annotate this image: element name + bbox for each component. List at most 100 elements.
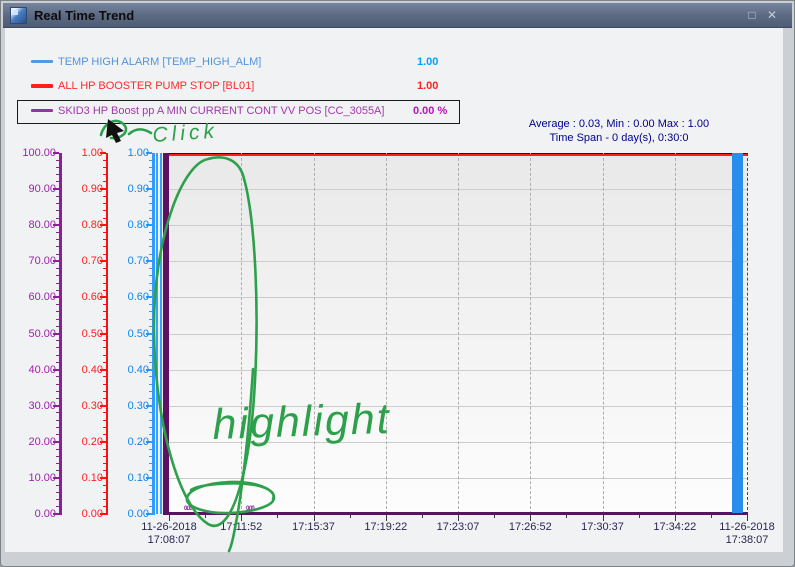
y-axis-minortick-purple — [56, 231, 59, 233]
y-axis-label-purple: 100.00 — [22, 147, 56, 159]
y-axis-tick-blue — [146, 476, 152, 479]
y-axis-minortick-blue — [149, 448, 152, 450]
y-axis-line-red — [106, 153, 108, 515]
y-axis-minortick-purple — [56, 347, 59, 349]
x-axis-minortick — [638, 515, 640, 518]
x-axis-minortick — [494, 515, 496, 518]
y-axis-minortick-red — [103, 398, 106, 399]
y-axis-minortick-red — [103, 268, 106, 269]
y-axis-label-blue: 0.70 — [127, 255, 149, 268]
y-axis-minortick-purple — [56, 318, 59, 320]
y-axis-minortick-blue — [149, 390, 152, 392]
y-axis-minortick-red — [103, 484, 106, 486]
y-axis-minortick-purple — [56, 383, 59, 385]
y-axis-minortick-purple — [56, 484, 59, 486]
y-axis-label-red: 0.70 — [81, 255, 103, 268]
y-axis-minortick-red — [103, 253, 106, 255]
y-axis-label-blue: 0.20 — [127, 435, 149, 448]
vertical-gridline — [385, 153, 387, 514]
y-axis-label-blue: 0.00 — [127, 508, 149, 520]
y-axis-minortick-purple — [56, 434, 59, 436]
y-axis-minortick-blue — [149, 455, 152, 457]
y-axis-label-red: 0.50 — [81, 327, 103, 340]
y-axis-tick-blue — [146, 513, 152, 515]
y-axis-minortick-blue — [149, 318, 152, 320]
series-blue-edge-line-1 — [156, 153, 158, 514]
y-axis-minortick-red — [103, 499, 106, 501]
y-axis-minortick-purple — [56, 491, 59, 493]
legend-item-booster-pump-stop[interactable]: ALL HP BOOSTER PUMP STOP [BL01] — [58, 80, 255, 92]
x-axis-tick — [602, 515, 604, 521]
y-axis-minortick-red — [103, 159, 106, 161]
x-axis-label-line1: 17:15:37 — [292, 521, 335, 533]
y-axis-minortick-blue — [149, 253, 152, 255]
y-axis-line-purple — [59, 153, 62, 515]
close-button[interactable]: ✕ — [766, 8, 778, 22]
x-axis-tick — [313, 515, 315, 521]
series-purple-drop-line — [163, 153, 169, 514]
y-axis-tick-blue — [146, 188, 152, 191]
x-axis-label: 17:30:37 — [558, 521, 648, 534]
legend-line-sample-purple — [31, 109, 53, 112]
x-axis-tick — [458, 515, 459, 521]
y-axis-tick-red — [100, 224, 106, 227]
legend-item-skid3-vv-pos[interactable]: SKID3 HP Boost pp A MIN CURRENT CONT VV … — [58, 105, 385, 117]
maximize-button[interactable]: □ — [748, 8, 756, 22]
series-red-line — [169, 154, 747, 156]
y-axis-tick-purple — [53, 296, 59, 299]
y-axis-label-purple: 30.00 — [28, 399, 56, 412]
y-axis-minortick-purple — [56, 506, 59, 508]
vertical-gridline — [241, 153, 243, 514]
y-axis-tick-blue — [146, 368, 152, 371]
y-axis-minortick-red — [103, 506, 106, 508]
title-bar[interactable]: Real Time Trend □ ✕ — [3, 3, 792, 28]
series-purple-baseline — [163, 512, 748, 515]
y-axis-minortick-red — [103, 181, 106, 183]
y-axis-tick-red — [100, 368, 106, 371]
y-axis-minortick-blue — [149, 203, 152, 204]
y-axis-tick-red — [100, 188, 106, 191]
y-axis-tick-red — [100, 513, 106, 515]
y-axis-label-purple: 10.00 — [28, 471, 56, 484]
y-axis-minortick-blue — [149, 412, 152, 414]
x-axis-label: 11-26-2018 17:38:07 — [702, 521, 792, 547]
y-axis-minortick-blue — [149, 325, 152, 327]
legend-selection-box — [17, 100, 460, 124]
y-axis-minortick-red — [103, 340, 106, 342]
y-axis-minortick-purple — [56, 253, 59, 255]
y-axis-minortick-purple — [56, 246, 59, 248]
y-axis-minortick-purple — [56, 210, 59, 212]
legend-line-sample-blue — [31, 60, 53, 63]
x-axis-tick — [747, 515, 748, 521]
y-axis-minortick-purple — [56, 419, 59, 421]
y-axis-minortick-purple — [56, 398, 59, 399]
legend-line-sample-red — [31, 84, 53, 88]
y-axis-minortick-purple — [56, 390, 59, 392]
y-axis-minortick-blue — [149, 268, 152, 269]
y-axis-minortick-blue — [149, 484, 152, 486]
x-axis-label: 17:23:07 — [413, 521, 503, 534]
x-axis-label-line1: 17:19:22 — [364, 521, 408, 533]
y-axis-label-blue: 0.60 — [127, 291, 149, 304]
y-axis-minortick-red — [103, 455, 106, 457]
y-axis-tick-red — [100, 476, 106, 479]
y-axis-label-red: 0.00 — [81, 508, 103, 520]
vertical-gridline — [313, 153, 315, 514]
y-axis-label-red: 0.10 — [81, 471, 103, 484]
y-axis-minortick-purple — [56, 289, 59, 291]
y-axis-tick-blue — [146, 152, 152, 154]
legend-item-temp-high-alarm[interactable]: TEMP HIGH ALARM [TEMP_HIGH_ALM] — [58, 56, 262, 68]
y-axis-minortick-blue — [149, 159, 152, 161]
y-axis-minortick-blue — [149, 217, 152, 219]
y-axis-minortick-red — [103, 491, 106, 493]
trend-statistics: Average : 0.03, Min : 0.00 Max : 1.00 Ti… — [469, 117, 769, 145]
y-axis-minortick-purple — [56, 304, 59, 306]
y-axis-minortick-purple — [56, 470, 59, 472]
y-axis-minortick-purple — [56, 376, 59, 378]
y-axis-minortick-purple — [56, 181, 59, 183]
window-title: Real Time Trend — [34, 7, 135, 23]
y-axis-label-purple: 50.00 — [28, 327, 56, 340]
y-axis-label-red: 1.00 — [81, 147, 103, 159]
y-axis-minortick-red — [103, 304, 106, 306]
y-axis-minortick-red — [103, 463, 106, 464]
